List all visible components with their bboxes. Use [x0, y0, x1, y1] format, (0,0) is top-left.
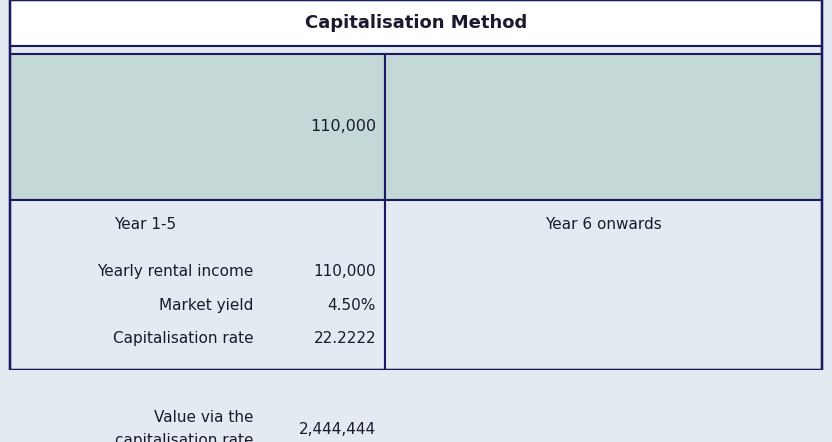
FancyBboxPatch shape: [10, 46, 822, 53]
Text: 110,000: 110,000: [314, 264, 376, 279]
Text: 4.50%: 4.50%: [328, 297, 376, 312]
Text: 110,000: 110,000: [310, 119, 376, 134]
Text: Year 6 onwards: Year 6 onwards: [545, 217, 661, 232]
Text: Capitalisation rate: Capitalisation rate: [113, 331, 254, 346]
FancyBboxPatch shape: [10, 53, 385, 200]
Text: Value via the: Value via the: [154, 411, 254, 425]
Text: Year 1-5: Year 1-5: [115, 217, 176, 232]
Text: Capitalisation Method: Capitalisation Method: [305, 14, 527, 32]
Text: 2,444,444: 2,444,444: [299, 422, 376, 437]
Text: Market yield: Market yield: [160, 297, 254, 312]
FancyBboxPatch shape: [385, 200, 822, 370]
Text: capitalisation rate: capitalisation rate: [116, 433, 254, 442]
Text: Yearly rental income: Yearly rental income: [97, 264, 254, 279]
Text: 22.2222: 22.2222: [314, 331, 376, 346]
FancyBboxPatch shape: [385, 53, 822, 200]
FancyBboxPatch shape: [10, 200, 385, 370]
FancyBboxPatch shape: [10, 0, 822, 46]
